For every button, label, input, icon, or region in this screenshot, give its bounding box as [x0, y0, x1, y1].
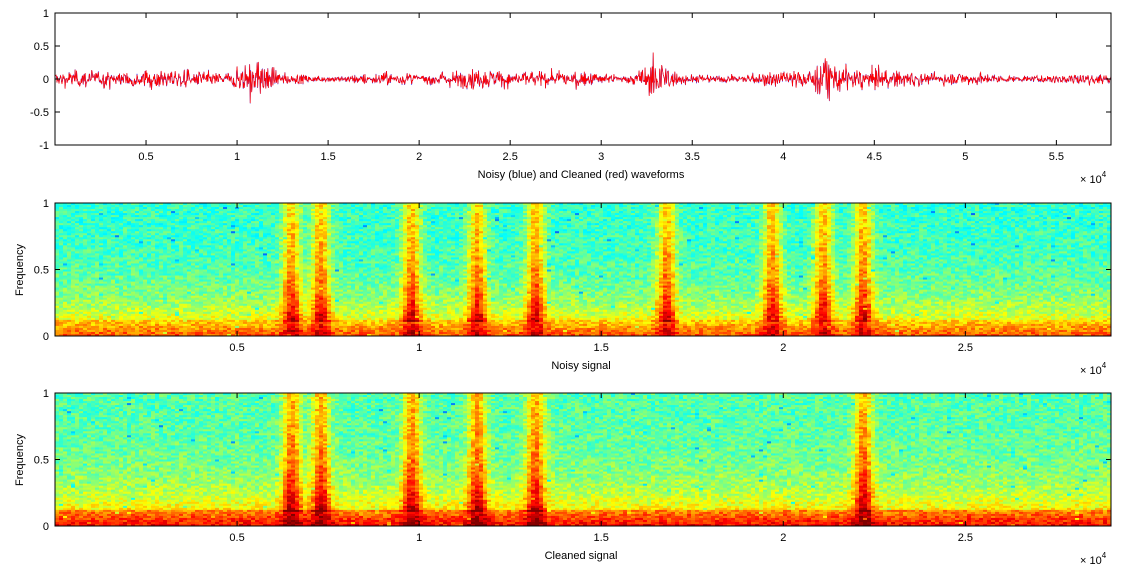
x-tick-label: 3: [598, 151, 604, 163]
waveform-x-exponent-base: × 10: [1080, 174, 1102, 186]
x-tick-label: 4: [780, 151, 786, 163]
y-tick-label: -1: [39, 140, 49, 152]
waveform-x-exponent: × 104: [1080, 170, 1107, 186]
x-tick-label: 2.5: [503, 151, 518, 163]
x-tick-label: 0.5: [138, 151, 153, 163]
x-tick-label: 2: [416, 151, 422, 163]
x-tick-label: 3.5: [685, 151, 700, 163]
x-tick-label: 4.5: [867, 151, 882, 163]
x-tick-label: 1.5: [320, 151, 335, 163]
waveform-x-exponent-power: 4: [1102, 170, 1107, 179]
y-tick-label: 0: [43, 74, 49, 86]
y-tick-label: -0.5: [30, 107, 49, 119]
noisy-spectrogram-heatmap: [55, 203, 1111, 336]
y-tick-label: 0.5: [34, 41, 49, 53]
waveform-xlabel: Noisy (blue) and Cleaned (red) waveforms: [478, 169, 685, 181]
x-tick-label: 5: [962, 151, 968, 163]
noisy-spectrogram-panel: 0.5 1 1.5 2 2.510.50 Noisy signal Frequency …: [14, 198, 1111, 377]
x-tick-label: 1: [234, 151, 240, 163]
waveform-panel: 0.5 1 1.5 2 2.5 3 3.5 4 4.5 5 5.5 1 0.5 0 -0.5 -1 Noisy…: [30, 8, 1111, 186]
x-tick-label: 5.5: [1049, 151, 1064, 163]
y-tick-label: 1: [43, 8, 49, 20]
